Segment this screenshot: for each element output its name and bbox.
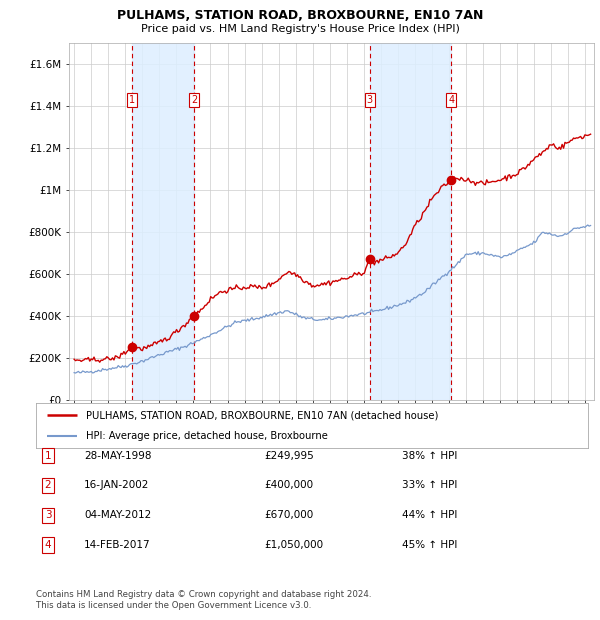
- Text: 16-JAN-2002: 16-JAN-2002: [84, 480, 149, 490]
- Text: 14-FEB-2017: 14-FEB-2017: [84, 540, 151, 550]
- Bar: [370, 43, 451, 400]
- Text: 3: 3: [44, 510, 52, 520]
- Text: £249,995: £249,995: [264, 451, 314, 461]
- Text: 44% ↑ HPI: 44% ↑ HPI: [402, 510, 457, 520]
- Text: PULHAMS, STATION ROAD, BROXBOURNE, EN10 7AN: PULHAMS, STATION ROAD, BROXBOURNE, EN10 …: [117, 9, 483, 22]
- Text: 2: 2: [191, 95, 197, 105]
- Text: Contains HM Land Registry data © Crown copyright and database right 2024.: Contains HM Land Registry data © Crown c…: [36, 590, 371, 600]
- Text: This data is licensed under the Open Government Licence v3.0.: This data is licensed under the Open Gov…: [36, 601, 311, 611]
- Text: 45% ↑ HPI: 45% ↑ HPI: [402, 540, 457, 550]
- Text: 04-MAY-2012: 04-MAY-2012: [84, 510, 151, 520]
- Bar: [132, 43, 194, 400]
- Text: HPI: Average price, detached house, Broxbourne: HPI: Average price, detached house, Brox…: [86, 430, 328, 441]
- Text: 1: 1: [129, 95, 136, 105]
- Text: 4: 4: [448, 95, 454, 105]
- Text: 28-MAY-1998: 28-MAY-1998: [84, 451, 151, 461]
- Text: 4: 4: [44, 540, 52, 550]
- Text: Price paid vs. HM Land Registry's House Price Index (HPI): Price paid vs. HM Land Registry's House …: [140, 24, 460, 33]
- Text: £400,000: £400,000: [264, 480, 313, 490]
- Text: 3: 3: [367, 95, 373, 105]
- Text: £1,050,000: £1,050,000: [264, 540, 323, 550]
- Text: 2: 2: [44, 480, 52, 490]
- Text: 1: 1: [44, 451, 52, 461]
- Text: PULHAMS, STATION ROAD, BROXBOURNE, EN10 7AN (detached house): PULHAMS, STATION ROAD, BROXBOURNE, EN10 …: [86, 410, 438, 420]
- Text: £670,000: £670,000: [264, 510, 313, 520]
- Text: 33% ↑ HPI: 33% ↑ HPI: [402, 480, 457, 490]
- Text: 38% ↑ HPI: 38% ↑ HPI: [402, 451, 457, 461]
